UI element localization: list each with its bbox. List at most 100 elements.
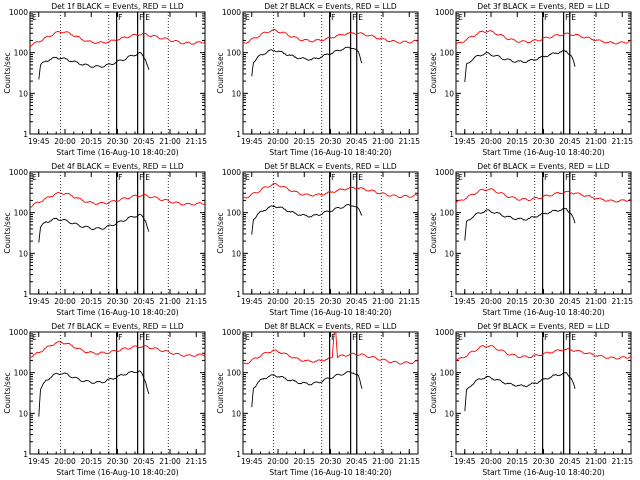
y-tick-label: 100 — [14, 49, 29, 58]
x-tick-label: 21:15 — [611, 137, 633, 146]
event-marker-label: E — [145, 333, 150, 342]
series-line-events — [464, 371, 576, 412]
y-tick-label: 100 — [440, 209, 455, 218]
x-tick-label: 20:45 — [346, 457, 368, 466]
event-marker-label: E — [458, 13, 463, 22]
y-axis-label: Counts/sec — [429, 372, 438, 413]
y-tick-label: 10 — [444, 89, 454, 98]
series-line-lld — [29, 341, 206, 358]
y-tick-label: 1 — [236, 290, 241, 299]
chart-title: Det 8f BLACK = Events, RED = LLD — [264, 322, 397, 331]
chart-panel-7: Det 7f BLACK = Events, RED = LLD Counts/s… — [3, 322, 207, 477]
event-marker-label: F — [331, 13, 335, 22]
x-tick-label: 21:00 — [372, 137, 394, 146]
event-marker-label: E — [458, 173, 463, 182]
chart-panel-1: Det 1f BLACK = Events, RED = LLD Counts/s… — [3, 2, 207, 157]
event-marker-label: E — [458, 333, 463, 342]
chart-panel-3: Det 3f BLACK = Events, RED = LLD Counts/s… — [429, 2, 633, 157]
event-marker-label: E — [245, 333, 250, 342]
y-axis-label: Counts/sec — [3, 372, 12, 413]
y-tick-label: 1 — [23, 450, 28, 459]
y-tick-label: 100 — [14, 369, 29, 378]
x-tick-label: 20:30 — [320, 137, 342, 146]
x-tick-label: 21:15 — [611, 457, 633, 466]
y-tick-label: 1 — [236, 450, 241, 459]
x-tick-label: 21:00 — [159, 457, 181, 466]
series-line-events — [38, 51, 150, 80]
y-tick-label: 1000 — [9, 8, 28, 17]
chart-title: Det 6f BLACK = Events, RED = LLD — [477, 162, 610, 171]
y-tick-label: 10 — [444, 409, 454, 418]
series-line-lld — [455, 345, 632, 362]
series-line-lld — [29, 192, 206, 208]
x-tick-label: 21:15 — [185, 137, 207, 146]
y-tick-label: 1 — [449, 290, 454, 299]
y-tick-label: 100 — [14, 209, 29, 218]
chart-panel-4: Det 4f BLACK = Events, RED = LLD Counts/s… — [3, 162, 207, 317]
plot-frame — [455, 171, 632, 295]
x-tick-label: 20:45 — [559, 137, 581, 146]
x-tick-label: 20:45 — [346, 297, 368, 306]
y-tick-label: 1 — [449, 450, 454, 459]
chart-title: Det 3f BLACK = Events, RED = LLD — [477, 2, 610, 11]
plot-frame — [29, 11, 206, 135]
x-tick-label: 20:15 — [506, 457, 528, 466]
event-marker-label: F — [352, 13, 356, 22]
x-tick-label: 20:00 — [480, 457, 502, 466]
y-tick-label: 1000 — [435, 8, 454, 17]
y-axis-label: Counts/sec — [3, 52, 12, 93]
chart-title: Det 5f BLACK = Events, RED = LLD — [264, 162, 397, 171]
x-tick-label: 19:45 — [454, 457, 476, 466]
x-tick-label: 20:30 — [320, 457, 342, 466]
event-marker-label: F — [565, 173, 569, 182]
event-marker-label: E — [32, 333, 37, 342]
x-tick-label: 21:15 — [611, 297, 633, 306]
x-tick-label: 19:45 — [28, 297, 50, 306]
series-line-lld — [455, 188, 632, 204]
x-tick-label: 20:15 — [293, 137, 315, 146]
y-tick-label: 10 — [444, 249, 454, 258]
y-tick-label: 100 — [227, 369, 242, 378]
series-line-lld — [455, 30, 632, 45]
x-axis-label: Start Time (16-Aug-10 18:40:20) — [56, 308, 178, 317]
y-tick-label: 100 — [227, 209, 242, 218]
x-tick-label: 21:00 — [585, 297, 607, 306]
y-tick-label: 1 — [23, 130, 28, 139]
x-tick-label: 20:00 — [267, 137, 289, 146]
y-tick-label: 1000 — [435, 168, 454, 177]
y-axis-label: Counts/sec — [429, 212, 438, 253]
y-axis-label: Counts/sec — [216, 52, 225, 93]
x-tick-label: 20:30 — [107, 137, 129, 146]
event-marker-label: E — [32, 173, 37, 182]
x-tick-label: 20:15 — [506, 137, 528, 146]
x-tick-label: 20:45 — [346, 137, 368, 146]
event-marker-label: E — [145, 173, 150, 182]
series-line-events — [464, 207, 576, 241]
y-tick-label: 1000 — [222, 8, 241, 17]
y-tick-label: 10 — [231, 409, 241, 418]
event-marker-label: F — [565, 333, 569, 342]
event-marker-label: F — [139, 13, 143, 22]
x-tick-label: 20:30 — [533, 297, 555, 306]
x-tick-label: 20:15 — [293, 457, 315, 466]
x-tick-label: 19:45 — [28, 457, 50, 466]
x-tick-label: 21:15 — [398, 297, 420, 306]
y-tick-label: 10 — [231, 89, 241, 98]
y-axis-label: Counts/sec — [429, 52, 438, 93]
x-tick-label: 20:45 — [559, 457, 581, 466]
x-axis-label: Start Time (16-Aug-10 18:40:20) — [269, 308, 391, 317]
event-marker-label: E — [358, 13, 363, 22]
y-tick-label: 10 — [231, 249, 241, 258]
x-tick-label: 21:00 — [585, 457, 607, 466]
x-tick-label: 20:00 — [267, 297, 289, 306]
x-tick-label: 20:00 — [480, 297, 502, 306]
x-tick-label: 20:15 — [506, 297, 528, 306]
x-tick-label: 20:15 — [80, 137, 102, 146]
series-line-lld — [242, 29, 419, 44]
x-axis-label: Start Time (16-Aug-10 18:40:20) — [269, 148, 391, 157]
x-tick-label: 21:15 — [185, 297, 207, 306]
plot-frame — [29, 171, 206, 295]
x-tick-label: 20:45 — [559, 297, 581, 306]
x-axis-label: Start Time (16-Aug-10 18:40:20) — [56, 148, 178, 157]
